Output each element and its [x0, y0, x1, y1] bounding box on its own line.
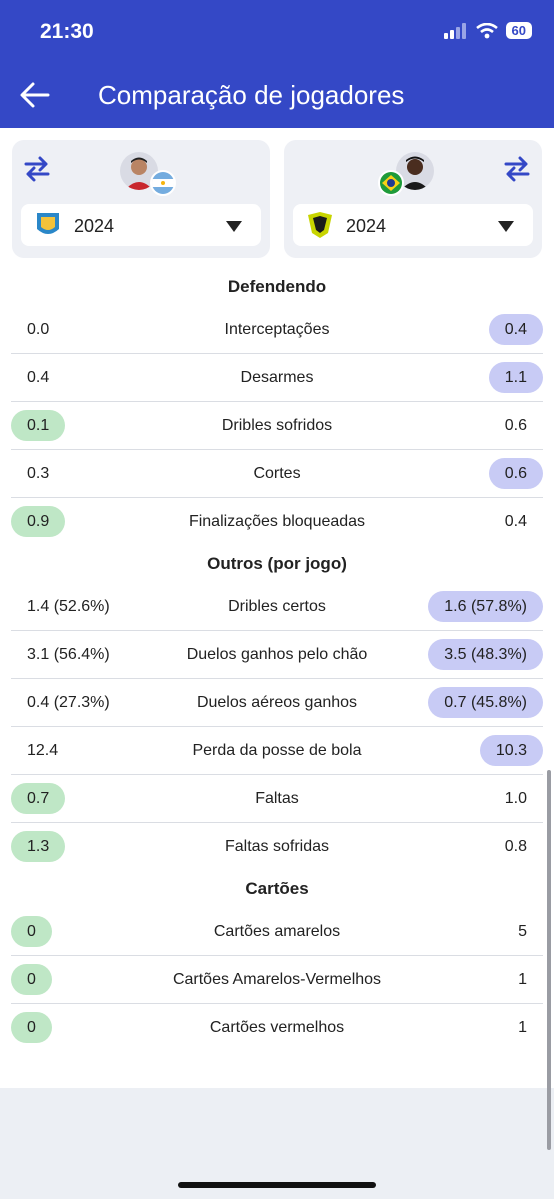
left-value: 0.4 (27.3%) — [27, 694, 110, 711]
brazil-flag-icon — [378, 170, 404, 196]
left-value: 1.4 (52.6%) — [27, 598, 110, 615]
left-value: 12.4 — [27, 742, 59, 759]
right-value: 1.0 — [504, 790, 527, 807]
stat-row: Duelos ganhos pelo chão 3.1 (56.4%) 3.5 (4… — [11, 631, 543, 679]
right-value: 3.5 (48.3%) — [428, 639, 543, 670]
battery-indicator: 60 — [505, 22, 532, 39]
signal-icon — [443, 22, 466, 39]
stat-label: Dribles certos — [228, 598, 326, 615]
stat-label: Perda da posse de bola — [192, 742, 362, 759]
argentina-flag-icon — [150, 170, 176, 196]
swap-icon[interactable] — [502, 154, 532, 184]
home-indicator[interactable] — [178, 1182, 376, 1188]
left-player-card: 2024 — [12, 140, 270, 258]
stats-sections: Defendendo Interceptações 0.0 0.4 Desarmes 0.… — [0, 268, 554, 1051]
status-icons: 60 — [443, 22, 532, 39]
left-player-avatar[interactable] — [120, 152, 158, 190]
right-value: 5 — [518, 923, 527, 940]
right-value: 0.4 — [504, 513, 527, 530]
right-value: 10.3 — [479, 735, 543, 766]
right-value: 0.8 — [504, 838, 527, 855]
left-season-select[interactable]: 2024 — [21, 204, 261, 246]
stat-row: Duelos aéreos ganhos 0.4 (27.3%) 0.7 (45.8… — [11, 679, 543, 727]
right-value: 1.1 — [488, 362, 543, 393]
left-value: 0.7 — [11, 783, 66, 814]
stat-row: Dribles sofridos 0.1 0.6 — [11, 402, 543, 450]
right-value: 0.7 (45.8%) — [428, 687, 543, 718]
dropdown-triangle-icon — [226, 221, 242, 232]
swap-icon[interactable] — [22, 154, 52, 184]
stat-row: Perda da posse de bola 12.4 10.3 — [11, 727, 543, 775]
stat-label: Cortes — [253, 465, 301, 482]
stat-row: Dribles certos 1.4 (52.6%) 1.6 (57.8%) — [11, 583, 543, 631]
player-photo-icon — [125, 157, 153, 190]
left-value: 0.4 — [27, 369, 50, 386]
left-value: 3.1 (56.4%) — [27, 646, 110, 663]
section-title: Defendendo — [227, 277, 327, 296]
right-value: 1 — [518, 1019, 527, 1036]
scrollbar[interactable] — [547, 770, 551, 1150]
right-season-select[interactable]: 2024 — [293, 204, 533, 246]
right-player-avatar[interactable] — [396, 152, 434, 190]
liga-profesional-logo-icon — [37, 213, 59, 234]
left-value: 0.3 — [27, 465, 50, 482]
right-value: 1 — [518, 971, 527, 988]
left-value: 0 — [11, 1012, 52, 1043]
stat-label: Cartões amarelos — [213, 923, 341, 940]
player-selectors: 2024 2024 — [0, 128, 554, 268]
stat-label: Cartões vermelhos — [209, 1019, 345, 1036]
section-title: Cartões — [245, 879, 309, 898]
stat-row: Cortes 0.3 0.6 — [11, 450, 543, 498]
left-value: 0.1 — [11, 410, 66, 441]
left-season-year: 2024 — [74, 216, 115, 236]
left-value: 0 — [11, 964, 52, 995]
wifi-icon — [475, 22, 498, 38]
left-value: 0 — [11, 916, 52, 947]
stat-row: Finalizações bloqueadas 0.9 0.4 — [11, 498, 543, 545]
stat-row: Cartões Amarelos-Vermelhos 0 1 — [11, 956, 543, 1004]
section-title: Outros (por jogo) — [207, 554, 347, 573]
stat-label: Duelos ganhos pelo chão — [186, 646, 368, 663]
stat-label: Interceptações — [224, 321, 330, 338]
right-value: 1.6 (57.8%) — [428, 591, 543, 622]
stat-row: Cartões amarelos 0 5 — [11, 908, 543, 956]
right-value: 0.4 — [488, 314, 543, 345]
right-player-card: 2024 — [284, 140, 542, 258]
left-value: 0.0 — [27, 321, 50, 338]
brasileirao-logo-icon — [308, 212, 332, 238]
stat-row: Faltas 0.7 1.0 — [11, 775, 543, 823]
stat-row: Desarmes 0.4 1.1 — [11, 354, 543, 402]
status-time: 21:30 — [40, 20, 94, 43]
back-arrow-icon[interactable] — [18, 78, 52, 112]
stat-label: Duelos aéreos ganhos — [196, 694, 358, 711]
right-season-year: 2024 — [346, 216, 387, 236]
stat-label: Cartões Amarelos-Vermelhos — [172, 971, 382, 988]
stat-label: Faltas — [255, 790, 299, 807]
dropdown-triangle-icon — [498, 221, 514, 232]
left-value: 0.9 — [11, 506, 66, 537]
stat-row: Interceptações 0.0 0.4 — [11, 306, 543, 354]
right-value: 0.6 — [488, 458, 543, 489]
right-value: 0.6 — [504, 417, 527, 434]
stat-label: Desarmes — [240, 369, 314, 386]
app-header: 21:30 60 Comparação de jogadores — [0, 0, 554, 128]
left-value: 1.3 — [11, 831, 66, 862]
stat-label: Faltas sofridas — [224, 838, 330, 855]
stat-row: Cartões vermelhos 0 1 — [11, 1004, 543, 1051]
stats-comparison: Defendendo Interceptações 0.0 0.4 Desarmes 0.… — [0, 268, 554, 1088]
stat-label: Dribles sofridos — [221, 417, 333, 434]
player-photo-icon — [401, 156, 429, 190]
page-title: Comparação de jogadores — [98, 80, 405, 110]
stat-row: Faltas sofridas 1.3 0.8 — [11, 823, 543, 870]
stat-label: Finalizações bloqueadas — [188, 513, 366, 530]
